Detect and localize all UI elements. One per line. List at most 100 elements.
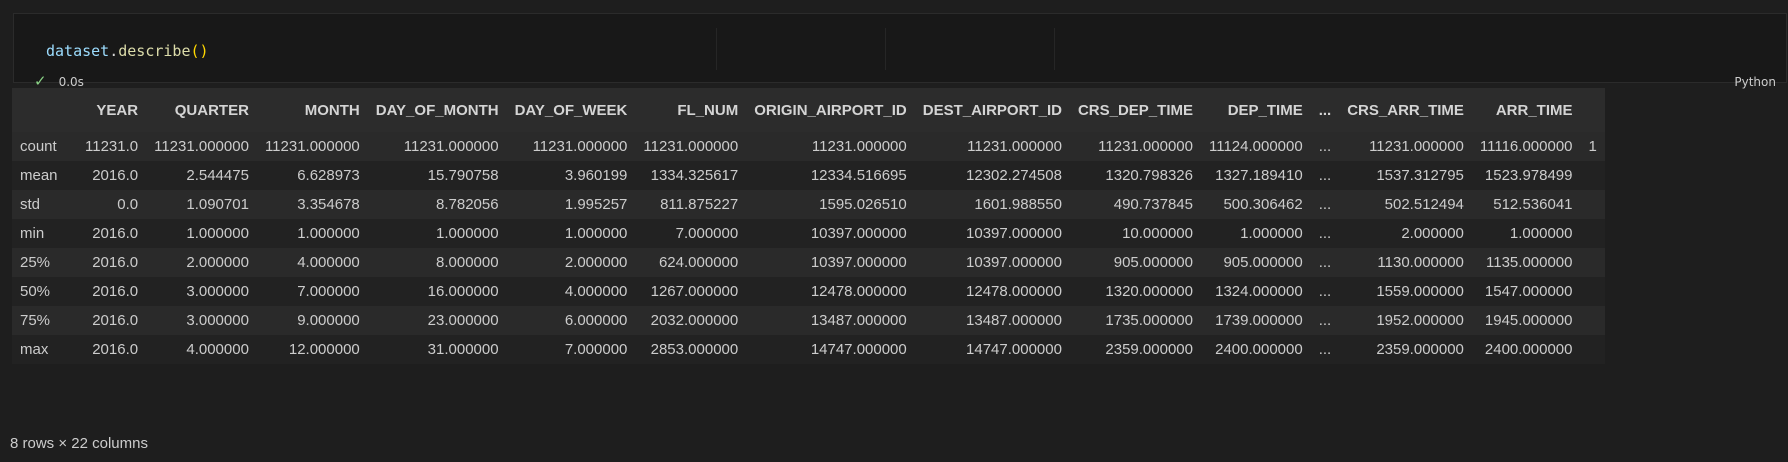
- table-cell: 31.000000: [427, 341, 499, 358]
- table-row: 50% 2016.0 3.000000 7.000000 16.000000 4.0000…: [12, 277, 1605, 306]
- table-cell: 11231.000000: [532, 138, 628, 155]
- table-cell: 7.000000: [675, 225, 739, 242]
- code-cell[interactable]: dataset.describe() ✓ 0.0s Python: [13, 13, 1787, 89]
- table-cell: 2016.0: [92, 283, 139, 300]
- row-index-label: mean: [20, 167, 58, 184]
- table-cell: 10397.000000: [810, 225, 907, 242]
- table-cell: [1581, 277, 1605, 306]
- table-cell: 11231.000000: [811, 138, 907, 155]
- table-cell: [1581, 335, 1605, 364]
- table-cell: [1581, 219, 1605, 248]
- column-header: DAY_OF_MONTH: [375, 101, 499, 119]
- table-cell: 1547.000000: [1484, 283, 1573, 300]
- table-cell: 1.000000: [1240, 225, 1303, 242]
- table-cell: 11231.000000: [264, 138, 360, 155]
- table-cell: 0.0: [117, 196, 139, 213]
- column-header: MONTH: [304, 101, 360, 119]
- table-cell: 14747.000000: [966, 341, 1062, 358]
- table-cell: 12.000000: [288, 341, 360, 358]
- table-cell: 11231.000000: [643, 138, 739, 155]
- table-cell: 13487.000000: [966, 312, 1062, 329]
- table-cell: 2853.000000: [650, 341, 739, 358]
- table-cell: 15.790758: [427, 167, 499, 184]
- execution-status: ✓ 0.0s: [34, 74, 84, 89]
- table-header-row: YEAR QUARTER MONTH DAY_OF_MONTH DAY_OF_W…: [12, 88, 1605, 132]
- code-token-dot: .: [109, 42, 119, 60]
- table-cell: 11231.000000: [403, 138, 499, 155]
- table-cell: 1595.026510: [819, 196, 907, 213]
- table-cell: 12334.516695: [810, 167, 907, 184]
- table-cell: 4.000000: [186, 341, 249, 358]
- column-header: ORIGIN_AIRPORT_ID: [754, 101, 907, 119]
- table-cell: 10397.000000: [966, 225, 1062, 242]
- table-cell: 490.737845: [1113, 196, 1193, 213]
- code-editor-line[interactable]: dataset.describe(): [46, 42, 209, 60]
- column-header: FL_NUM: [677, 101, 739, 119]
- table-row: mean 2016.0 2.544475 6.628973 15.790758 3.960…: [12, 161, 1605, 190]
- table-cell: 14747.000000: [810, 341, 907, 358]
- table-cell: 1130.000000: [1377, 254, 1464, 271]
- table-cell: 12302.274508: [966, 167, 1062, 184]
- table-cell: 6.000000: [564, 312, 628, 329]
- table-cell: 1601.988550: [974, 196, 1062, 213]
- table-cell: 2016.0: [92, 167, 139, 184]
- table-cell: 1.000000: [564, 225, 628, 242]
- table-row: 25% 2016.0 2.000000 4.000000 8.000000 2.00000…: [12, 248, 1605, 277]
- column-header: DEST_AIRPORT_ID: [922, 101, 1062, 119]
- table-cell: 1.995257: [564, 196, 628, 213]
- table-cell: 11231.000000: [1369, 138, 1464, 155]
- table-cell: 811.875227: [660, 196, 739, 213]
- table-cell: 2032.000000: [650, 312, 739, 329]
- table-cell-ellipsis: ...: [1318, 341, 1332, 358]
- table-row: max 2016.0 4.000000 12.000000 31.000000 7.000…: [12, 335, 1605, 364]
- table-cell: 6.628973: [297, 167, 360, 184]
- table-cell: 11124.000000: [1208, 138, 1303, 155]
- table-cell: 502.512494: [1384, 196, 1464, 213]
- code-token-method: describe: [118, 42, 191, 60]
- code-token-object: dataset: [46, 42, 110, 60]
- row-index-label: min: [20, 225, 45, 242]
- table-cell: 11231.000000: [154, 138, 249, 155]
- table-cell: 1537.312795: [1376, 167, 1464, 184]
- table-cell: 1523.978499: [1484, 167, 1573, 184]
- table-cell: 2400.000000: [1484, 341, 1573, 358]
- table-cell: 23.000000: [427, 312, 499, 329]
- table-cell: 1320.798326: [1105, 167, 1193, 184]
- table-cell: [1581, 190, 1605, 219]
- table-cell: 11231.000000: [967, 138, 1062, 155]
- table-cell: 1267.000000: [650, 283, 739, 300]
- table-cell: 16.000000: [427, 283, 499, 300]
- table-cell: 2016.0: [92, 254, 139, 271]
- editor-ruler: [716, 28, 717, 70]
- table-cell: 1739.000000: [1215, 312, 1303, 329]
- column-header-ellipsis: ...: [1318, 101, 1332, 119]
- table-cell: 2016.0: [92, 312, 139, 329]
- language-picker[interactable]: Python: [1734, 75, 1776, 89]
- table-cell: 13487.000000: [810, 312, 907, 329]
- table-cell-ellipsis: ...: [1318, 167, 1332, 184]
- table-cell-ellipsis: ...: [1318, 312, 1332, 329]
- table-cell: 2359.000000: [1105, 341, 1193, 358]
- table-cell: [1581, 248, 1605, 277]
- table-cell: 2359.000000: [1376, 341, 1464, 358]
- table-cell: 1: [1588, 138, 1597, 155]
- column-header: CRS_ARR_TIME: [1347, 101, 1464, 119]
- table-cell: 7.000000: [297, 283, 360, 300]
- table-cell-ellipsis: ...: [1318, 225, 1332, 242]
- table-cell: 2016.0: [92, 225, 139, 242]
- code-token-parens: (): [190, 42, 209, 60]
- dataframe-output: YEAR QUARTER MONTH DAY_OF_MONTH DAY_OF_W…: [12, 88, 1788, 364]
- table-cell: 1.000000: [297, 225, 360, 242]
- table-cell: 1559.000000: [1376, 283, 1464, 300]
- editor-ruler: [885, 28, 886, 70]
- table-cell: 2.544475: [186, 167, 249, 184]
- table-cell: 905.000000: [1223, 254, 1303, 271]
- table-cell: 1952.000000: [1376, 312, 1464, 329]
- table-cell: 1.000000: [186, 225, 249, 242]
- table-cell: 3.960199: [564, 167, 628, 184]
- table-cell: [1581, 161, 1605, 190]
- table-cell: 4.000000: [564, 283, 628, 300]
- table-cell: 3.000000: [186, 283, 249, 300]
- table-row: 75% 2016.0 3.000000 9.000000 23.000000 6.0000…: [12, 306, 1605, 335]
- table-cell: 8.782056: [436, 196, 499, 213]
